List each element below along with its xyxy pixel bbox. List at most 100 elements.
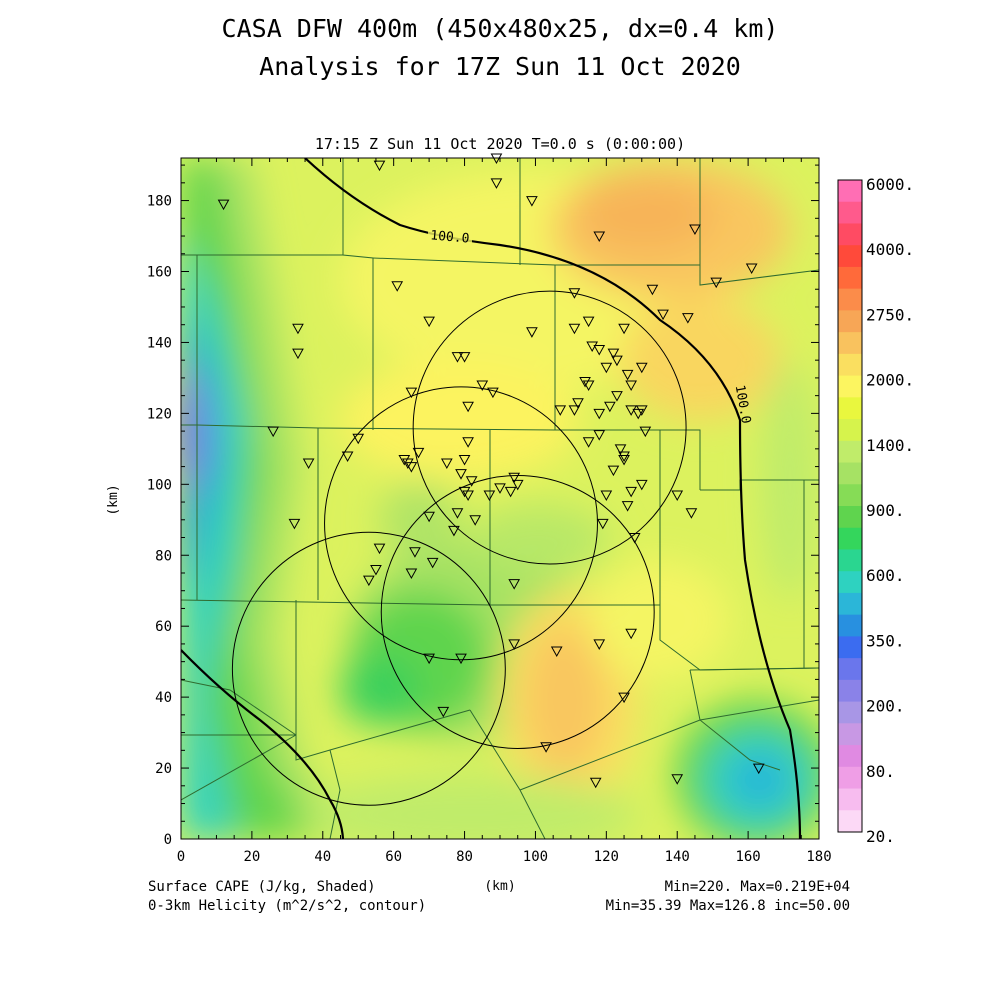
station-marker	[504, 486, 517, 498]
footer-left-line2: 0-3km Helicity (m^2/s^2, contour)	[148, 898, 426, 914]
x-axis: 0 20 40 60 80 100 120 140 160 180	[177, 158, 832, 865]
colorbar-swatch	[838, 484, 862, 507]
station-marker	[618, 692, 630, 704]
station-marker	[526, 196, 538, 207]
footer-left-line1: Surface CAPE (J/kg, Shaded)	[148, 879, 376, 895]
station-marker	[607, 348, 620, 360]
station-marker	[611, 355, 623, 367]
colorbar-swatch	[838, 288, 862, 311]
range-ring	[412, 290, 687, 565]
station-marker	[458, 352, 471, 363]
station-marker	[689, 224, 701, 235]
colorbar-swatch	[838, 679, 862, 703]
station-marker	[685, 508, 698, 519]
station-marker	[451, 508, 464, 519]
station-marker	[458, 486, 471, 498]
station-marker	[572, 398, 584, 409]
y-axis-label: (km)	[106, 484, 121, 515]
station-marker	[671, 774, 684, 785]
station-marker	[593, 345, 606, 356]
station-marker	[455, 653, 467, 665]
colorbar-swatch	[838, 223, 862, 246]
station-marker	[618, 451, 630, 462]
station-marker	[625, 628, 637, 640]
station-marker	[600, 362, 613, 374]
title-line-2: Analysis for 17Z Sun 11 Oct 2020	[259, 52, 741, 81]
station-marker	[582, 380, 595, 392]
colorbar-swatch	[838, 462, 862, 485]
station-marker	[621, 369, 634, 381]
radar-range-rings	[231, 290, 687, 806]
colorbar-swatch	[838, 440, 862, 464]
colorbar-swatch	[838, 397, 862, 420]
station-marker	[423, 653, 435, 665]
colorbar-labels: 6000. 4000. 2750. 2000. 1400. 900. 600. 350. 200…	[866, 175, 914, 846]
station-marker	[426, 557, 439, 569]
station-marker	[302, 458, 315, 470]
colorbar-label: 80.	[866, 762, 895, 781]
station-marker	[526, 327, 538, 338]
station-marker	[752, 763, 765, 775]
y-axis: 0 20 40 60 80 100 120 140 160 180	[147, 164, 819, 848]
station-marker	[657, 309, 669, 321]
title-line-1: CASA DFW 400m (450x480x25, dx=0.4 km)	[221, 14, 779, 43]
station-marker	[540, 742, 552, 753]
colorbar-swatch	[838, 701, 862, 724]
contour-labels: 100.0 100.0	[428, 228, 753, 425]
colorbar-swatch	[838, 266, 862, 290]
colorbar-swatch	[838, 201, 862, 224]
station-marker	[405, 387, 418, 399]
contour-label: 100.0	[430, 228, 470, 246]
colorbar-label: 2000.	[866, 371, 914, 390]
colorbar-swatch	[838, 353, 862, 377]
colorbar-swatch	[838, 658, 862, 681]
x-tick-label: 0	[177, 849, 185, 865]
station-marker	[593, 430, 606, 441]
plot-subtitle: 17:15 Z Sun 11 Oct 2020 T=0.0 s (0:00:00…	[314, 135, 686, 153]
station-marker	[568, 323, 581, 335]
colorbar	[837, 179, 863, 833]
cape-shaded-field	[181, 158, 819, 839]
station-marker	[292, 348, 304, 360]
station-marker	[409, 547, 421, 558]
station-marker	[455, 469, 467, 480]
colorbar-swatch	[838, 766, 862, 790]
y-tick-label: 180	[147, 194, 172, 210]
x-tick-label: 100	[523, 849, 548, 865]
station-marker	[511, 479, 524, 491]
station-marker	[579, 376, 591, 388]
y-tick-label: 100	[147, 477, 172, 493]
station-marker	[476, 380, 489, 392]
station-marker	[593, 231, 606, 243]
station-marker	[618, 454, 630, 466]
station-marker	[568, 405, 581, 416]
station-marker	[682, 313, 694, 324]
station-marker	[405, 462, 418, 473]
station-marker	[451, 352, 464, 363]
colorbar-label: 20.	[866, 827, 895, 846]
station-marker	[405, 568, 418, 580]
colorbar-label: 1400.	[866, 436, 914, 455]
station-marker	[607, 465, 620, 477]
contour-label: 100.0	[732, 384, 754, 425]
station-marker	[267, 426, 280, 438]
y-tick-label: 120	[147, 406, 172, 422]
station-marker	[604, 401, 616, 413]
station-marker	[625, 486, 637, 498]
station-marker	[462, 437, 474, 448]
colorbar-swatch	[838, 310, 862, 333]
station-marker	[550, 646, 563, 658]
y-tick-label: 60	[155, 619, 172, 635]
station-marker	[508, 639, 521, 650]
x-axis-label: (km)	[484, 879, 515, 894]
station-marker	[621, 501, 634, 512]
colorbar-label: 600.	[866, 566, 905, 585]
x-tick-label: 140	[665, 849, 690, 865]
colorbar-label: 200.	[866, 697, 905, 716]
colorbar-swatch	[838, 549, 862, 572]
colorbar-swatch	[838, 745, 862, 768]
colorbar-swatch	[838, 788, 862, 811]
station-marker	[508, 579, 521, 590]
station-marker	[401, 458, 414, 470]
